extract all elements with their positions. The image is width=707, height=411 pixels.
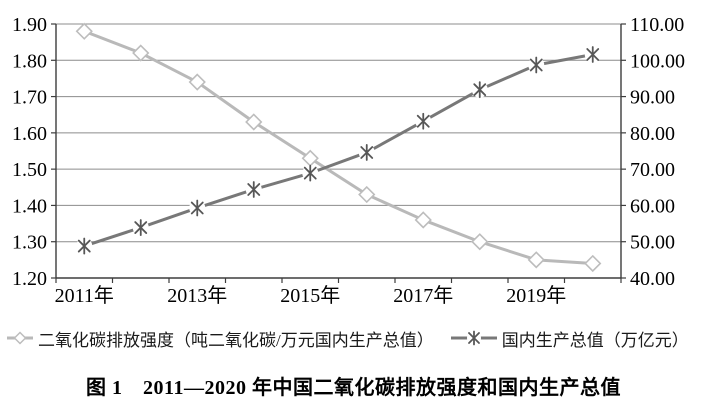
asterisk-data-marker — [529, 58, 543, 72]
left-axis-tick-label: 1.90 — [12, 14, 47, 36]
asterisk-data-marker — [360, 146, 374, 159]
legend-label-gdp: 国内生产总值（万亿元） — [501, 330, 689, 350]
left-axis-tick-label: 1.30 — [12, 232, 47, 254]
right-axis-tick-label: 60.00 — [630, 195, 675, 217]
diamond-data-marker — [188, 73, 206, 91]
asterisk-data-marker — [190, 201, 204, 215]
diamond-data-marker — [245, 113, 263, 131]
diamond-marker-icon — [7, 331, 33, 345]
x-axis-tick-label: 2017年 — [393, 284, 453, 307]
legend-item-co2-intensity: 二氧化碳排放强度（吨二氧化碳/万元国内生产总值） — [7, 326, 434, 351]
asterisk-data-marker — [134, 221, 148, 234]
series-line-1 — [82, 52, 595, 248]
figure-caption: 图 1 2011—2020 年中国二氧化碳排放强度和国内生产总值 — [86, 377, 621, 399]
asterisk-data-marker — [303, 166, 317, 180]
left-axis-tick-label: 1.50 — [12, 159, 47, 181]
x-axis-tick-label: 2013年 — [167, 284, 227, 307]
legend-label-co2-intensity: 二氧化碳排放强度（吨二氧化碳/万元国内生产总值） — [38, 330, 434, 350]
diamond-data-marker — [527, 251, 545, 269]
right-axis-tick-label: 100.00 — [630, 50, 685, 72]
x-axis-tick-label: 2015年 — [280, 284, 340, 307]
right-axis-tick-label: 50.00 — [630, 232, 675, 254]
right-axis-tick-label: 80.00 — [630, 123, 675, 145]
diamond-data-marker — [75, 22, 93, 40]
right-axis-tick-label: 90.00 — [630, 87, 675, 109]
asterisk-data-marker — [247, 183, 261, 196]
asterisk-marker-icon — [450, 330, 497, 346]
x-axis-tick-label: 2019年 — [506, 284, 566, 307]
diamond-data-marker — [132, 44, 150, 62]
diamond-data-marker — [414, 211, 432, 229]
asterisk-data-marker — [416, 114, 430, 128]
legend-asterisk — [467, 332, 480, 344]
right-axis-tick-label: 40.00 — [630, 268, 675, 290]
left-axis-tick-label: 1.60 — [12, 123, 47, 145]
left-axis-tick-label: 1.40 — [12, 195, 47, 217]
legend-diamond — [13, 331, 27, 345]
right-axis-tick-label: 70.00 — [630, 159, 675, 181]
left-axis-tick-label: 1.70 — [12, 87, 47, 109]
left-axis-tick-label: 1.80 — [12, 50, 47, 72]
right-axis-tick-label: 110.00 — [630, 14, 684, 36]
diamond-data-marker — [358, 185, 376, 204]
series-line-0 — [82, 29, 595, 265]
asterisk-data-marker — [77, 239, 91, 253]
diamond-data-marker — [584, 254, 602, 273]
dual-axis-line-chart: 1.20 1.30 1.40 1.50 1.60 1.70 1.80 1.90 40.00 50.… — [12, 14, 685, 307]
asterisk-data-marker — [473, 83, 487, 97]
chart-legend: 二氧化碳排放强度（吨二氧化碳/万元国内生产总值） 国内生产总值（万亿元） — [7, 325, 703, 351]
diamond-data-marker — [471, 233, 489, 251]
asterisk-data-marker — [586, 48, 600, 61]
x-axis-tick-label: 2011年 — [55, 284, 114, 307]
diamond-data-marker — [301, 149, 319, 167]
legend-item-gdp: 国内生产总值（万亿元） — [450, 326, 689, 351]
left-axis-tick-label: 1.20 — [12, 268, 47, 290]
